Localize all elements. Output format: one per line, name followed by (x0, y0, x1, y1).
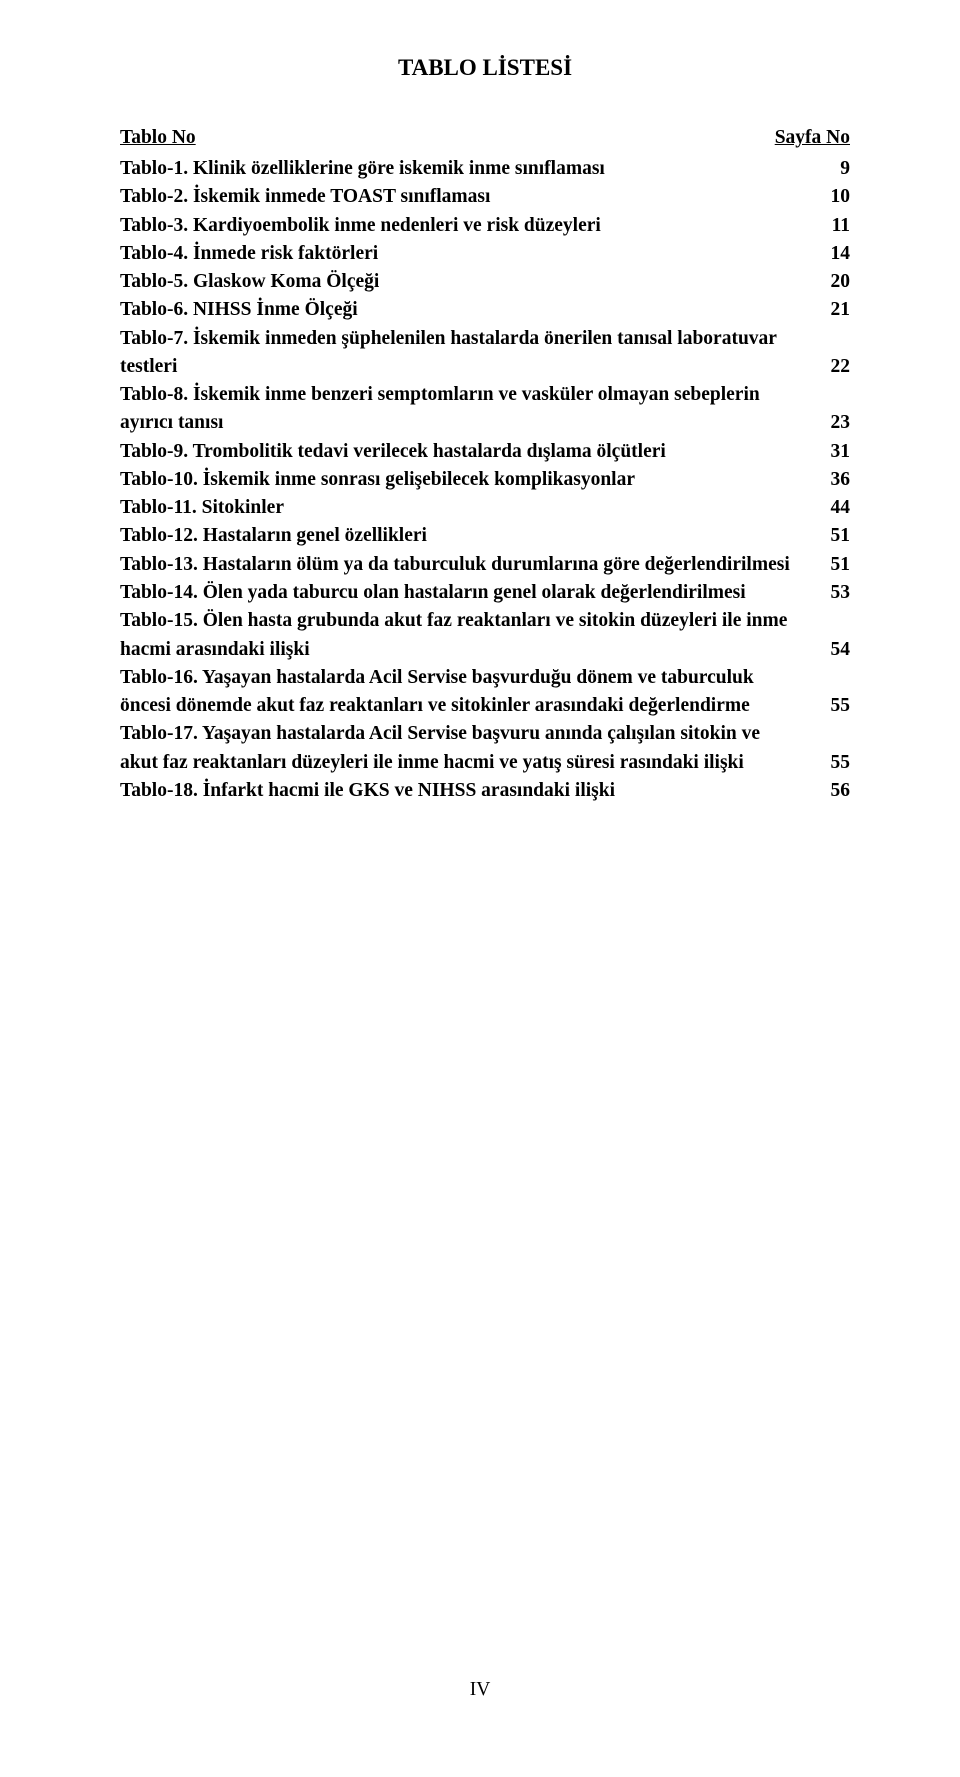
entries-container: Tablo-1. Klinik özelliklerine göre iskem… (120, 155, 850, 805)
table-row: Tablo-5. Glaskow Koma Ölçeği 20 (120, 268, 850, 296)
table-row: Tablo-4. İnmede risk faktörleri 14 (120, 240, 850, 268)
entry-label: Tablo-11. Sitokinler (120, 494, 850, 522)
entry-page: 51 (831, 522, 851, 550)
entry-label: Tablo-14. Ölen yada taburcu olan hastala… (120, 579, 850, 607)
column-header-left: Tablo No (120, 127, 196, 149)
entry-label: Tablo-16. Yaşayan hastalarda Acil Servis… (120, 664, 850, 721)
table-row: Tablo-9. Trombolitik tedavi verilecek ha… (120, 438, 850, 466)
entry-page: 55 (831, 749, 851, 777)
table-row: Tablo-15. Ölen hasta grubunda akut faz r… (120, 607, 850, 664)
entry-label: Tablo-4. İnmede risk faktörleri (120, 240, 850, 268)
entry-label: Tablo-5. Glaskow Koma Ölçeği (120, 268, 850, 296)
entry-label: Tablo-7. İskemik inmeden şüphelenilen ha… (120, 325, 850, 382)
table-row: Tablo-3. Kardiyoembolik inme nedenleri v… (120, 212, 850, 240)
entry-page: 11 (832, 212, 850, 240)
entry-label: Tablo-1. Klinik özelliklerine göre iskem… (120, 155, 850, 183)
entry-label: Tablo-8. İskemik inme benzeri semptomlar… (120, 381, 850, 438)
table-row: Tablo-1. Klinik özelliklerine göre iskem… (120, 155, 850, 183)
table-row: Tablo-17. Yaşayan hastalarda Acil Servis… (120, 720, 850, 777)
table-row: Tablo-13. Hastaların ölüm ya da taburcul… (120, 551, 850, 579)
entry-page: 51 (831, 551, 851, 579)
entry-page: 21 (831, 296, 851, 324)
table-row: Tablo-7. İskemik inmeden şüphelenilen ha… (120, 325, 850, 382)
table-row: Tablo-16. Yaşayan hastalarda Acil Servis… (120, 664, 850, 721)
table-row: Tablo-10. İskemik inme sonrası gelişebil… (120, 466, 850, 494)
column-header-row: Tablo No Sayfa No (120, 127, 850, 149)
table-row: Tablo-2. İskemik inmede TOAST sınıflamas… (120, 183, 850, 211)
table-row: Tablo-18. İnfarkt hacmi ile GKS ve NIHSS… (120, 777, 850, 805)
page-footer-number: IV (0, 1679, 960, 1701)
entry-page: 31 (831, 438, 851, 466)
table-row: Tablo-14. Ölen yada taburcu olan hastala… (120, 579, 850, 607)
entry-page: 14 (831, 240, 851, 268)
table-row: Tablo-12. Hastaların genel özellikleri 5… (120, 522, 850, 550)
table-row: Tablo-8. İskemik inme benzeri semptomlar… (120, 381, 850, 438)
entry-label: Tablo-12. Hastaların genel özellikleri (120, 522, 850, 550)
entry-page: 53 (831, 579, 851, 607)
entry-page: 54 (831, 636, 851, 664)
entry-page: 20 (831, 268, 851, 296)
entry-label: Tablo-2. İskemik inmede TOAST sınıflamas… (120, 183, 850, 211)
entry-page: 9 (840, 155, 850, 183)
entry-page: 10 (831, 183, 851, 211)
entry-label: Tablo-15. Ölen hasta grubunda akut faz r… (120, 607, 850, 664)
entry-label: Tablo-18. İnfarkt hacmi ile GKS ve NIHSS… (120, 777, 850, 805)
entry-label: Tablo-17. Yaşayan hastalarda Acil Servis… (120, 720, 850, 777)
entry-page: 55 (831, 692, 851, 720)
entry-page: 22 (831, 353, 851, 381)
entry-label: Tablo-9. Trombolitik tedavi verilecek ha… (120, 438, 850, 466)
entry-page: 56 (831, 777, 851, 805)
table-row: Tablo-6. NIHSS İnme Ölçeği 21 (120, 296, 850, 324)
entry-label: Tablo-13. Hastaların ölüm ya da taburcul… (120, 551, 850, 579)
entry-label: Tablo-3. Kardiyoembolik inme nedenleri v… (120, 212, 850, 240)
table-row: Tablo-11. Sitokinler 44 (120, 494, 850, 522)
entry-label: Tablo-6. NIHSS İnme Ölçeği (120, 296, 850, 324)
entry-page: 44 (831, 494, 851, 522)
column-header-right: Sayfa No (775, 127, 850, 149)
entry-page: 23 (831, 409, 851, 437)
page-title: TABLO LİSTESİ (120, 55, 850, 81)
entry-label: Tablo-10. İskemik inme sonrası gelişebil… (120, 466, 850, 494)
entry-page: 36 (831, 466, 851, 494)
